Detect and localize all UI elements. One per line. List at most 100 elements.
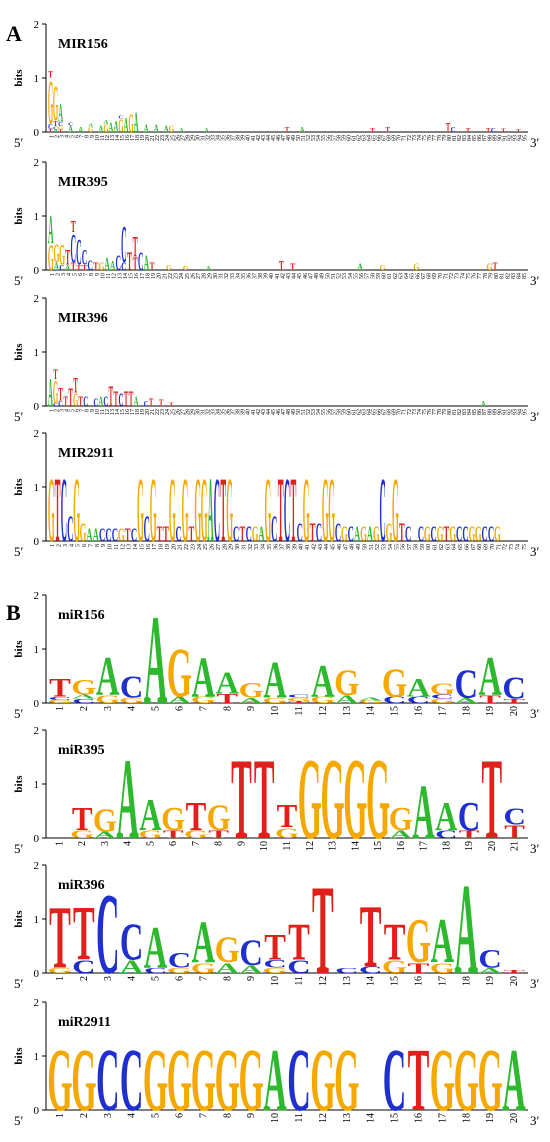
position-number: 74	[460, 273, 466, 279]
logo-letter-g: G	[262, 967, 287, 975]
position-number: 85	[472, 135, 478, 141]
logo-letter-a: A	[53, 129, 58, 133]
position-number: 88	[487, 135, 493, 141]
position-number: 9	[90, 409, 96, 412]
five-prime-label: 5′	[14, 135, 24, 150]
logo-letter-g: G	[358, 700, 383, 704]
logo-letter-g: G	[207, 797, 231, 838]
logo-letter-t: T	[58, 129, 63, 133]
y-tick-label: 1	[34, 914, 40, 926]
position-number: 30	[195, 135, 201, 141]
position-number: 80	[494, 273, 500, 279]
position-number: 6	[75, 135, 81, 138]
position-number: 87	[482, 135, 488, 141]
position-number: 50	[325, 273, 331, 279]
position-number: 37	[280, 544, 286, 550]
y-axis-label: bits	[13, 1047, 25, 1065]
logo-letter-c: C	[405, 521, 411, 546]
position-number: 80	[447, 409, 453, 415]
position-number: 15	[120, 409, 126, 415]
position-number: 17	[130, 409, 136, 415]
logo-letter-g: G	[59, 237, 65, 271]
logo-letter-t: T	[63, 393, 68, 410]
position-number: 19	[485, 976, 496, 986]
logo-letter-t: T	[65, 245, 70, 270]
logo-letter-a: A	[258, 521, 265, 546]
position-number: 48	[286, 409, 292, 415]
logo-letter-t: T	[124, 386, 129, 412]
y-tick-label: 0	[34, 833, 40, 845]
position-number: 89	[492, 409, 498, 415]
position-number: 23	[160, 135, 166, 141]
position-number: 76	[427, 135, 433, 141]
position-number: 65	[458, 544, 464, 550]
position-number: 22	[155, 409, 161, 415]
position-number: 9	[246, 1113, 257, 1118]
logo-letter-c: C	[246, 521, 252, 546]
position-number: 3	[60, 135, 66, 138]
logo-letter-g: G	[215, 929, 240, 971]
y-tick-label: 2	[34, 19, 40, 31]
position-number: 35	[221, 409, 227, 415]
position-number: 31	[200, 409, 206, 415]
logo-letter-g: G	[328, 459, 335, 562]
position-number: 17	[140, 273, 146, 279]
panel-label-b: B	[6, 600, 21, 625]
position-number: 7	[191, 841, 202, 846]
position-number: 20	[157, 273, 163, 279]
logo-letter-c: C	[131, 526, 137, 547]
logo-letter-a: A	[168, 695, 193, 705]
position-number: 43	[261, 409, 267, 415]
logo-letter-c: C	[58, 400, 63, 408]
position-number: 11	[294, 976, 305, 986]
logo-letter-c: C	[168, 948, 191, 973]
logo-letter-c: C	[120, 914, 143, 972]
position-number: 84	[467, 409, 473, 415]
logo-letter-a: A	[192, 910, 216, 976]
position-number: 52	[306, 135, 312, 141]
position-number: 33	[211, 409, 217, 415]
position-number: 19	[464, 841, 475, 851]
logo-letter-t: T	[133, 254, 138, 275]
logo-letter-t: T	[466, 127, 471, 134]
y-tick-label: 0	[34, 536, 40, 548]
position-number: 47	[343, 544, 349, 550]
logo-letter-c: C	[116, 250, 122, 275]
y-tick-label: 0	[34, 401, 40, 413]
three-prime-label: 3′	[530, 706, 540, 721]
position-number: 77	[432, 135, 438, 141]
logo-letter-a: A	[78, 126, 84, 134]
logo-letter-g: G	[103, 124, 108, 136]
logo-letter-g: G	[449, 521, 456, 546]
position-number: 28	[222, 544, 228, 550]
position-number: 43	[261, 135, 267, 141]
logo-title: MIR395	[58, 175, 108, 190]
logo-letter-g: G	[475, 521, 482, 546]
logo-letter-c: C	[431, 694, 454, 701]
logo-letter-t: T	[73, 890, 95, 978]
logo-letter-c: C	[48, 122, 53, 130]
logo-letter-g: G	[53, 374, 58, 411]
position-number: 65	[410, 273, 416, 279]
position-number: 26	[190, 273, 196, 279]
position-number: 61	[351, 135, 357, 141]
position-number: 57	[331, 135, 337, 141]
position-number: 48	[350, 544, 356, 550]
position-number: 37	[252, 273, 258, 279]
position-number: 20	[171, 544, 177, 550]
logo-letter-g: G	[118, 116, 123, 137]
logo-letter-c: C	[96, 1030, 119, 1130]
logo-letter-c: C	[53, 403, 58, 407]
position-number: 16	[396, 841, 407, 851]
logo-letter-g: G	[167, 633, 192, 711]
logo-letter-t: T	[408, 1030, 430, 1130]
position-number: 60	[426, 544, 432, 550]
position-number: 3	[63, 544, 69, 547]
position-number: 6	[75, 409, 81, 412]
position-number: 13	[342, 706, 353, 716]
position-number: 82	[457, 409, 463, 415]
position-number: 78	[437, 135, 443, 141]
logo-letter-t: T	[264, 926, 286, 968]
logo-letter-c: C	[430, 521, 436, 546]
